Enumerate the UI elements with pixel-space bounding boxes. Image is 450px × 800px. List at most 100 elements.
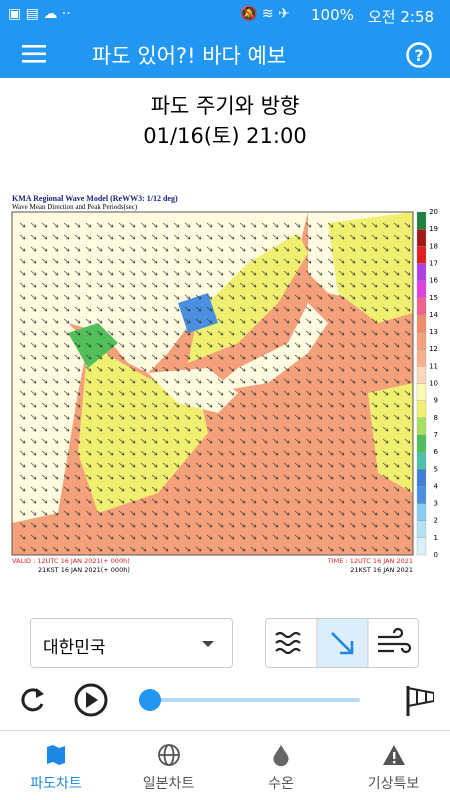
direction-arrow — [349, 486, 356, 492]
direction-arrow — [74, 378, 81, 384]
direction-arrow — [327, 306, 334, 312]
direction-arrow — [393, 402, 400, 408]
direction-arrow — [19, 378, 26, 384]
direction-arrow — [96, 402, 103, 408]
direction-arrow — [184, 342, 191, 348]
direction-arrow — [19, 306, 26, 312]
help-button[interactable]: ? — [405, 41, 433, 69]
direction-arrow — [360, 462, 367, 468]
direction-arrow — [30, 510, 37, 516]
direction-arrow — [360, 510, 367, 516]
direction-arrow — [129, 474, 136, 480]
direction-arrow — [162, 222, 169, 228]
region-dropdown[interactable]: 대한민국 — [30, 618, 233, 668]
direction-arrow — [283, 534, 290, 540]
direction-arrow — [96, 414, 103, 420]
direction-arrow — [382, 426, 389, 432]
direction-arrow — [96, 426, 103, 432]
direction-arrow — [151, 246, 158, 252]
direction-arrow — [52, 450, 59, 456]
direction-arrow — [173, 426, 180, 432]
direction-arrow — [239, 546, 246, 552]
direction-arrow — [316, 546, 323, 552]
direction-arrow — [349, 546, 356, 552]
nav-item[interactable]: 수온 — [268, 776, 294, 792]
direction-arrow — [30, 426, 37, 432]
direction-arrow — [118, 378, 125, 384]
direction-arrow — [118, 414, 125, 420]
time-slider-thumb[interactable] — [139, 689, 161, 711]
colorbar-label: 18 — [429, 242, 438, 250]
direction-arrow — [294, 378, 301, 384]
direction-arrow — [316, 282, 323, 288]
nav-item[interactable]: 파도차트 — [30, 776, 82, 792]
direction-arrow — [107, 246, 114, 252]
direction-arrow — [338, 258, 345, 264]
direction-arrow — [217, 342, 224, 348]
direction-arrow — [184, 534, 191, 540]
direction-arrow — [85, 438, 92, 444]
direction-arrow — [316, 258, 323, 264]
direction-arrow — [85, 486, 92, 492]
direction-arrow — [41, 330, 48, 336]
wind-button[interactable] — [378, 627, 412, 654]
direction-arrow — [41, 234, 48, 240]
direction-arrow — [371, 474, 378, 480]
direction-arrow — [74, 522, 81, 528]
direction-arrow — [283, 474, 290, 480]
direction-arrow — [140, 546, 147, 552]
play-button[interactable] — [74, 683, 108, 717]
colorbar-cell — [416, 503, 427, 521]
direction-arrow — [173, 390, 180, 396]
wave-direction-button[interactable] — [331, 632, 354, 655]
direction-arrow — [184, 402, 191, 408]
direction-arrow — [63, 426, 70, 432]
menu-button[interactable] — [22, 44, 48, 64]
wave-height-button[interactable] — [275, 631, 301, 655]
direction-arrow — [228, 294, 235, 300]
direction-arrow — [250, 438, 257, 444]
direction-arrow — [195, 390, 202, 396]
direction-arrow — [30, 486, 37, 492]
direction-arrow — [52, 426, 59, 432]
nav-item[interactable]: 일본차트 — [142, 776, 195, 792]
direction-arrow — [140, 342, 147, 348]
direction-arrow — [239, 462, 246, 468]
direction-arrow — [250, 474, 257, 480]
direction-arrow — [162, 474, 169, 480]
direction-arrow — [140, 438, 147, 444]
direction-arrow — [129, 402, 136, 408]
nav-item[interactable]: 기상특보 — [367, 776, 420, 792]
direction-arrow — [85, 450, 92, 456]
direction-arrow — [360, 270, 367, 276]
direction-arrow — [316, 438, 323, 444]
direction-arrow — [140, 234, 147, 240]
direction-arrow — [217, 462, 224, 468]
direction-arrow — [107, 222, 114, 228]
map-time-utc: TIME : 12UTC 16 JAN 2021 — [327, 557, 413, 565]
direction-arrow — [371, 498, 378, 504]
direction-arrow — [129, 234, 136, 240]
direction-arrow — [195, 306, 202, 312]
direction-arrow — [228, 378, 235, 384]
direction-arrow — [250, 318, 257, 324]
direction-arrow — [129, 486, 136, 492]
direction-arrow — [151, 522, 158, 528]
direction-arrow — [349, 414, 356, 420]
direction-arrow — [206, 246, 213, 252]
direction-arrow — [140, 282, 147, 288]
map-time-kst: 21KST 16 JAN 2021 — [350, 566, 413, 574]
direction-arrow — [283, 426, 290, 432]
direction-arrow — [228, 474, 235, 480]
direction-arrow — [371, 462, 378, 468]
direction-arrow — [393, 426, 400, 432]
direction-arrow — [41, 270, 48, 276]
direction-arrow — [85, 462, 92, 468]
direction-arrow — [41, 378, 48, 384]
refresh-button[interactable] — [21, 688, 44, 712]
direction-arrow — [118, 222, 125, 228]
direction-arrow — [173, 222, 180, 228]
direction-arrow — [96, 246, 103, 252]
direction-arrow — [349, 450, 356, 456]
direction-arrow — [52, 318, 59, 324]
